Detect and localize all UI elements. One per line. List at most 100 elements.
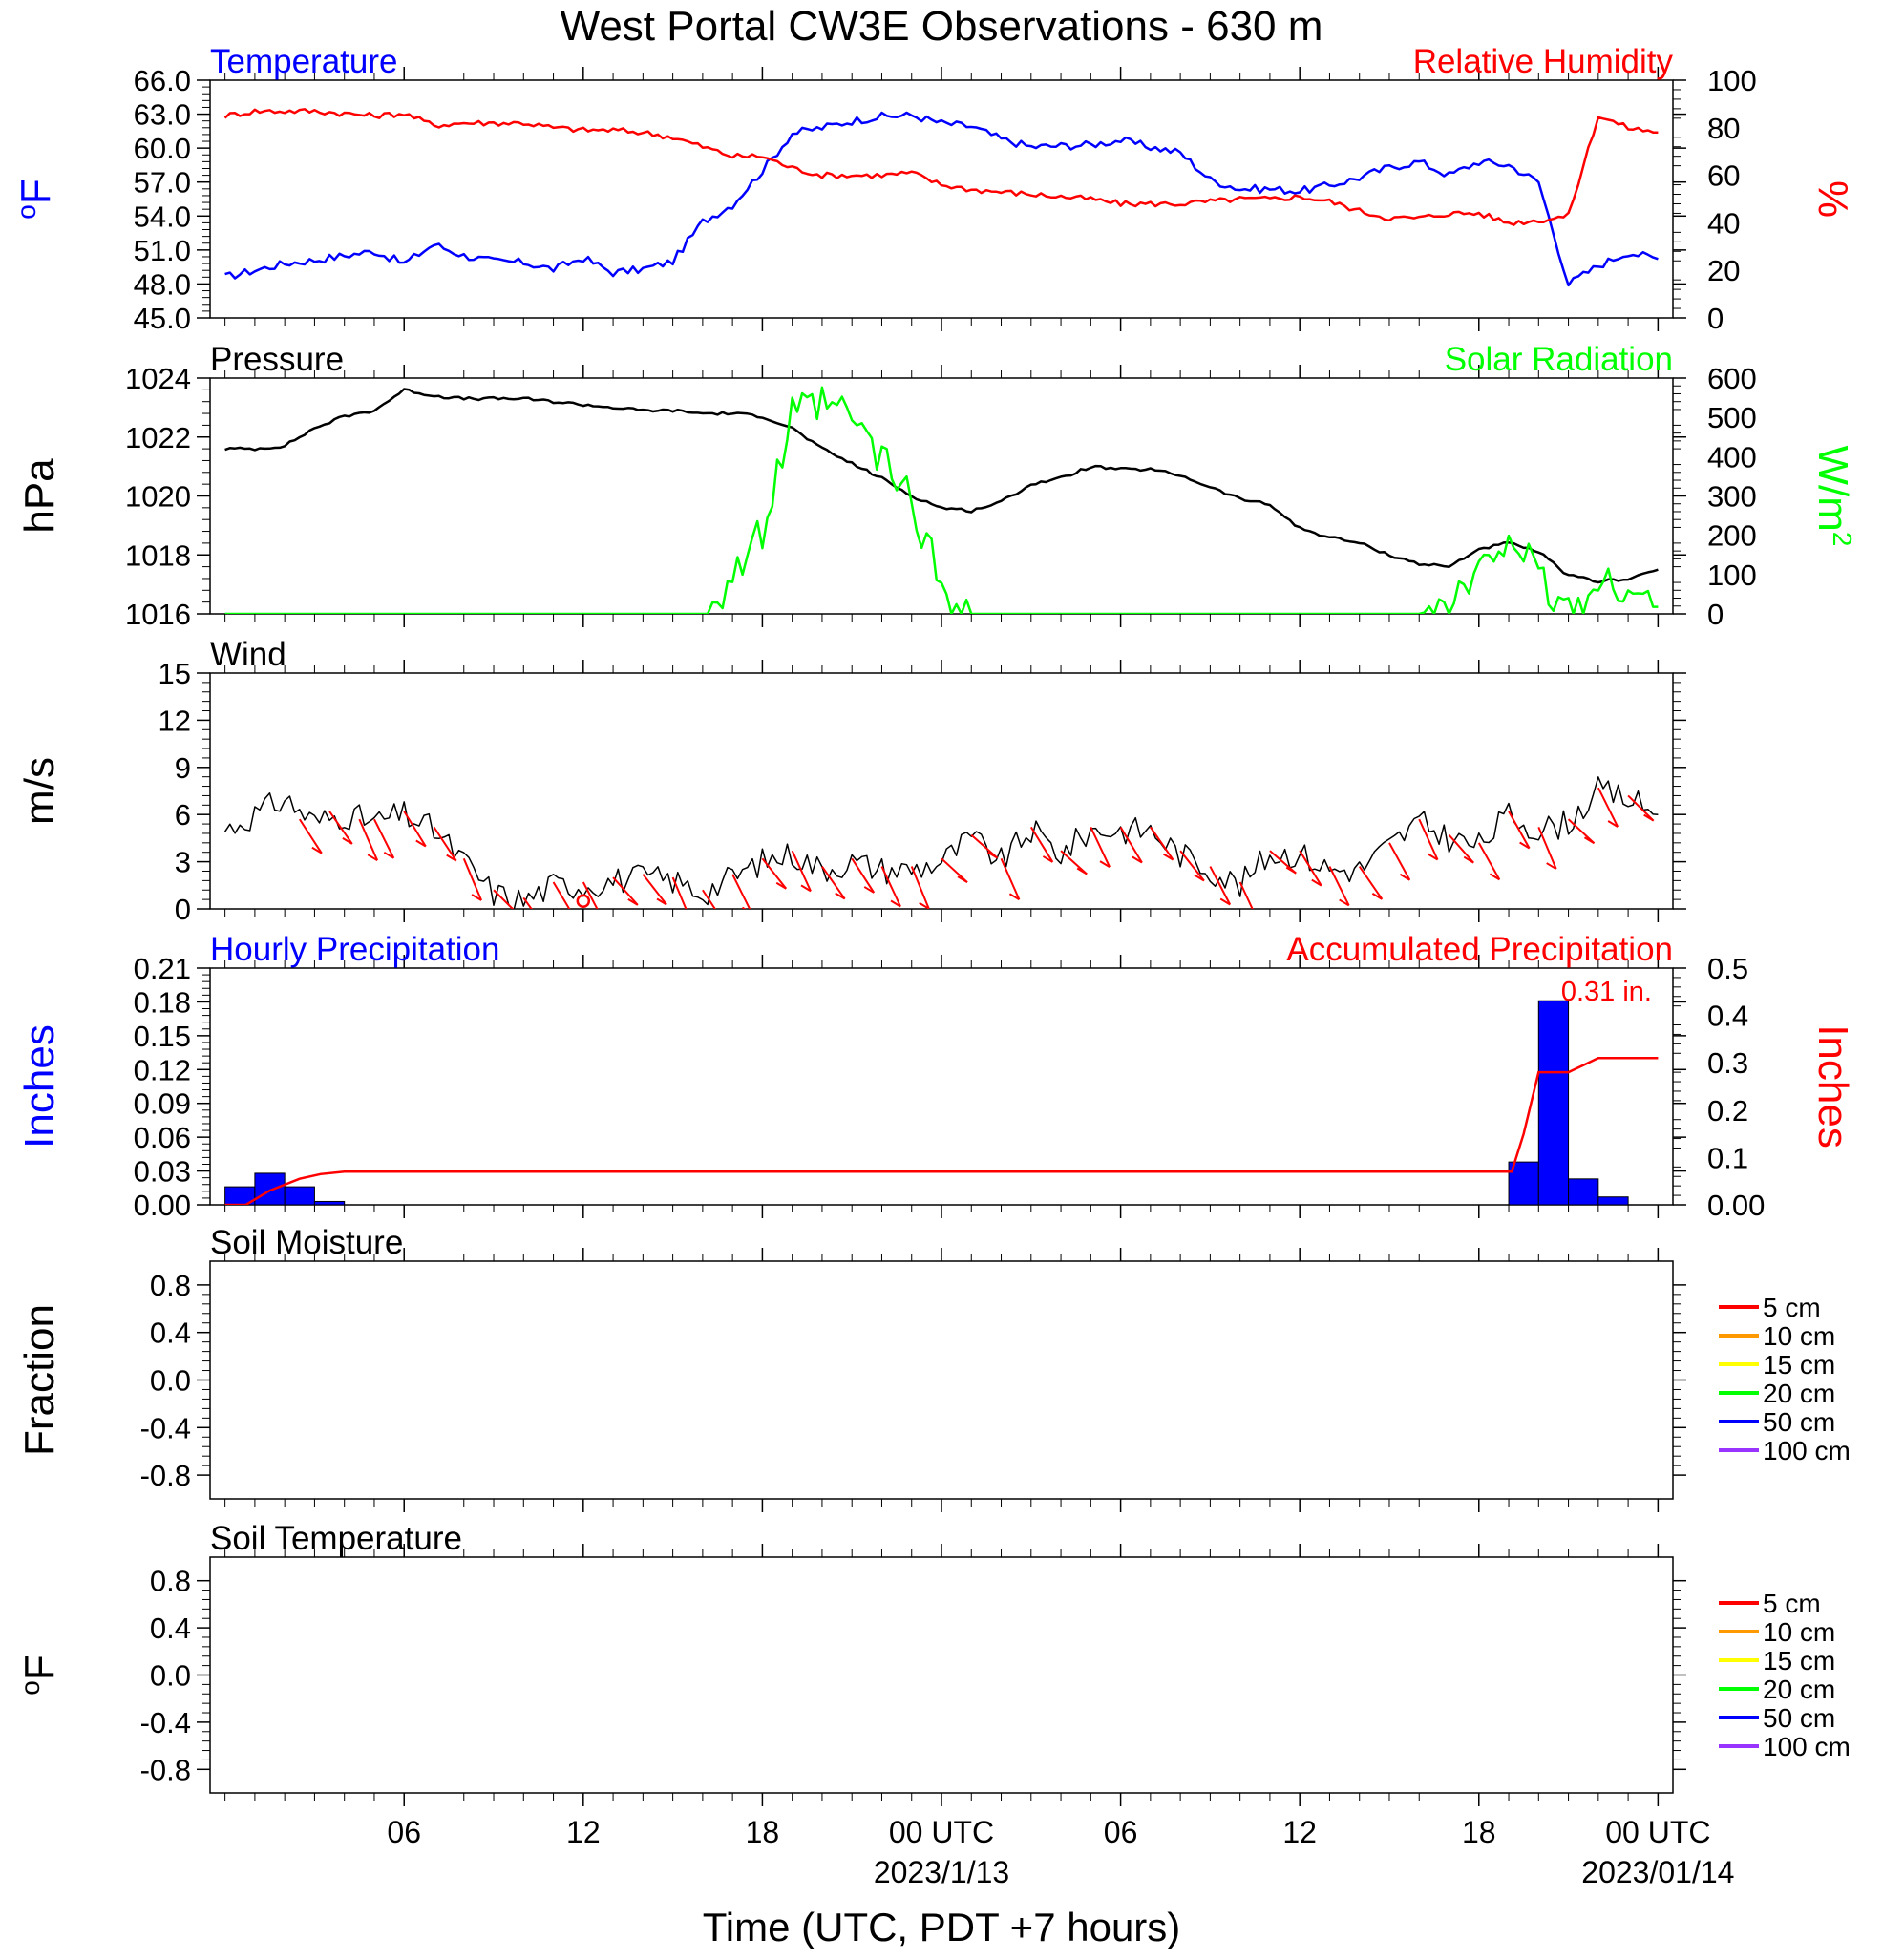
- left-tick-label: 1020: [125, 480, 191, 514]
- left-tick-label: 48.0: [134, 267, 191, 301]
- left-tick-label: -0.4: [140, 1706, 191, 1739]
- left-units-label: oF: [11, 179, 60, 219]
- right-units-label: W/m2: [1809, 446, 1858, 547]
- legend-label: 15 cm: [1763, 1646, 1835, 1675]
- figure-title: West Portal CW3E Observations - 630 m: [561, 3, 1323, 50]
- wind-barb-flag: [1607, 820, 1619, 828]
- right-tick-label: 200: [1707, 519, 1757, 553]
- wind-barb: [1090, 826, 1111, 868]
- wind-barb: [298, 818, 323, 854]
- right-tick-label: 300: [1707, 480, 1757, 514]
- panel-left-label: Soil Moisture: [210, 1224, 403, 1261]
- time-axis-label: Time (UTC, PDT +7 hours): [703, 1905, 1181, 1949]
- left-tick-label: 66.0: [134, 64, 191, 97]
- hourly-precip-bar: [254, 1172, 286, 1205]
- wind-barb: [433, 826, 457, 862]
- right-tick-label: 100: [1707, 64, 1757, 97]
- wind-barb: [1508, 811, 1531, 849]
- left-tick-label: 0.06: [134, 1121, 191, 1154]
- hourly-precip-bar: [284, 1186, 315, 1205]
- series-line-wind-speed: [223, 776, 1659, 909]
- wind-barb: [1328, 866, 1350, 906]
- wind-barb: [731, 874, 751, 909]
- wind-barb-flag: [835, 892, 846, 900]
- time-tick-label: 00 UTC: [889, 1815, 994, 1849]
- wind-barb: [642, 874, 667, 906]
- wind-barb-flag: [471, 894, 482, 901]
- wind-barb-flag: [1643, 813, 1655, 822]
- left-tick-label: 0.18: [134, 985, 191, 1019]
- wind-barb: [612, 876, 639, 906]
- panel-wind: 15 12 9 6 3 0 Wind m/s: [16, 636, 1686, 926]
- left-tick-label: 54.0: [134, 200, 191, 233]
- left-tick-label: 15: [159, 657, 191, 690]
- right-tick-label: 0.2: [1707, 1094, 1748, 1128]
- accumulated-precip-line: [224, 1056, 1659, 1205]
- panel-precipitation: 0.210.180.150.120.090.060.030.000.50.40.…: [16, 931, 1856, 1222]
- wind-barb-flag: [1076, 867, 1088, 875]
- right-tick-label: 20: [1707, 254, 1740, 287]
- right-tick-label: 0: [1707, 598, 1724, 631]
- panel-left-label: Soil Temperature: [210, 1520, 462, 1557]
- left-tick-label: 57.0: [134, 166, 191, 200]
- wind-barb: [1000, 857, 1021, 900]
- wind-barb: [1388, 842, 1411, 881]
- wind-barb-flag: [1099, 860, 1111, 868]
- wind-barb: [791, 850, 812, 892]
- panel-left-label: Pressure: [210, 341, 344, 378]
- panel-data: [223, 108, 1659, 287]
- time-tick-label: 18: [1462, 1815, 1496, 1849]
- wind-barb-flag: [656, 897, 667, 906]
- right-tick-label: 40: [1707, 206, 1740, 240]
- wind-barb: [582, 881, 599, 909]
- time-axis: 06 12 18 00 UTC 06 12 18 00 UTC 2023/1/13 2023/01…: [387, 1815, 1734, 1889]
- left-tick-label: 0.0: [150, 1659, 191, 1693]
- series-line-relative-humidity: [223, 108, 1659, 226]
- right-units-label: %: [1809, 180, 1856, 218]
- wind-barb-flag: [415, 839, 427, 848]
- time-tick-label: 06: [387, 1815, 421, 1849]
- legend-label: 20 cm: [1763, 1675, 1835, 1704]
- calm-wind-circle: [576, 894, 591, 909]
- wind-barb: [403, 811, 427, 848]
- left-units-label: oF: [15, 1654, 64, 1695]
- legend-label: 100 cm: [1763, 1732, 1851, 1761]
- panel-data: [224, 386, 1659, 614]
- wind-barb-flag: [627, 897, 639, 906]
- wind-barb: [880, 866, 901, 907]
- accumulated-total-label: 0.31 in.: [1561, 977, 1652, 1007]
- left-tick-label: 0.0: [150, 1364, 191, 1398]
- panels: 66.063.060.057.054.051.048.045.010080604…: [11, 43, 1858, 1806]
- left-tick-label: 63.0: [134, 98, 191, 132]
- left-tick-label: -0.8: [140, 1459, 191, 1492]
- series-line-temperature: [224, 111, 1659, 287]
- wind-barb-flag: [1463, 855, 1474, 864]
- legend-label: 5 cm: [1763, 1589, 1821, 1618]
- right-tick-label: 600: [1707, 362, 1757, 395]
- panel-data: [223, 776, 1659, 909]
- legend-label: 20 cm: [1763, 1379, 1835, 1408]
- wind-barb-flag: [1311, 878, 1322, 887]
- left-units-label: Inches: [16, 1024, 63, 1149]
- legend-label: 10 cm: [1763, 1321, 1835, 1351]
- right-tick-label: 0.5: [1707, 952, 1748, 985]
- wind-barb: [702, 889, 717, 909]
- left-tick-label: 1016: [125, 598, 191, 631]
- date-label: 2023/01/14: [1581, 1855, 1734, 1889]
- legend-label: 15 cm: [1763, 1350, 1835, 1380]
- left-units-label: m/s: [16, 757, 63, 825]
- wind-barb: [552, 881, 571, 909]
- time-tick-label: 12: [566, 1815, 601, 1849]
- left-tick-label: 1022: [125, 421, 191, 454]
- wind-barb-flag: [863, 886, 875, 894]
- wind-barb-flag: [800, 884, 812, 893]
- wind-barb: [373, 818, 395, 859]
- panel-left-label: Hourly Precipitation: [210, 931, 499, 968]
- left-tick-label: 6: [175, 798, 191, 832]
- panel-temperature_humidity: 66.063.060.057.054.051.048.045.0 100 80 60 4…: [11, 43, 1857, 335]
- series-line-pressure: [224, 388, 1659, 584]
- panel-data: [224, 1000, 1659, 1205]
